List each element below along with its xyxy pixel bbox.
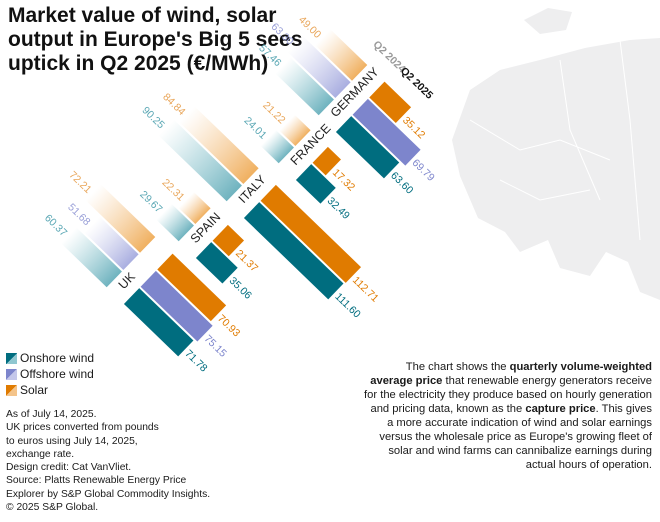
- bar-q2-2024-offshore-uk: [84, 216, 139, 271]
- bar-q2-2025-solar-spain: [212, 224, 245, 257]
- bar-q2-2024-solar-spain: [178, 191, 211, 225]
- legend-item-solar: Solar: [6, 382, 94, 398]
- desc-bold-term: quarterly volume-weighted average price: [370, 361, 652, 387]
- legend-item-offshore: Offshore wind: [6, 366, 94, 382]
- value-label-q2-2025: 111.60: [332, 291, 362, 321]
- bar-q2-2024-onshore-uk: [61, 227, 122, 288]
- bar-lane-solar-uk: 72.21 70.93: [66, 169, 242, 339]
- legend-swatch-onshore: [6, 352, 17, 364]
- note-line: Explorer by S&P Global Commodity Insight…: [6, 488, 211, 500]
- bar-q2-2025-onshore-italy: [243, 202, 344, 300]
- value-label-q2-2025: 35.06: [227, 275, 254, 302]
- bar-q2-2025-onshore-uk: [123, 288, 194, 357]
- bar-q2-2025-solar-italy: [260, 184, 362, 283]
- bar-q2-2024-solar-italy: [179, 106, 259, 185]
- value-label-q2-2025: 63.60: [388, 170, 415, 197]
- legend-label-offshore: Offshore wind: [20, 367, 94, 381]
- bar-q2-2024-onshore-spain: [156, 203, 194, 242]
- legend-swatch-offshore: [6, 368, 17, 380]
- legend: Onshore wind Offshore wind Solar: [6, 350, 94, 398]
- period-label-q2-2025: Q2 2025: [398, 65, 435, 102]
- bar-q2-2024-solar-france: [279, 114, 311, 147]
- value-label-q2-2025: 71.78: [182, 348, 209, 375]
- value-label-q2-2024: 49.00: [296, 14, 323, 41]
- value-label-q2-2024: 21.22: [260, 99, 287, 126]
- bar-q2-2025-onshore-germany: [335, 116, 400, 179]
- legend-label-solar: Solar: [20, 383, 49, 397]
- bar-q2-2025-offshore-germany: [352, 98, 421, 166]
- value-label-q2-2025: 112.71: [350, 274, 381, 305]
- chart-title: Market value of wind, solar output in Eu…: [8, 4, 303, 75]
- bar-q2-2024-onshore-france: [260, 129, 294, 164]
- desc-text: The chart shows the: [405, 361, 507, 373]
- bar-q2-2024-offshore-germany: [287, 36, 351, 99]
- value-label-q2-2025: 69.79: [410, 157, 437, 184]
- value-label-q2-2024: 57.46: [256, 42, 283, 69]
- note-line: to euros using July 14, 2025,: [6, 435, 138, 447]
- legend-item-onshore: Onshore wind: [6, 350, 94, 366]
- value-label-q2-2024: 72.21: [66, 169, 93, 196]
- note-line: As of July 14, 2025.: [6, 409, 97, 420]
- note-line: UK prices converted from pounds: [6, 422, 159, 434]
- note-line: © 2025 S&P Global.: [6, 502, 99, 514]
- desc-text: . This gives a more accurate indication …: [379, 403, 652, 471]
- bar-q2-2025-onshore-france: [295, 164, 336, 204]
- bar-q2-2024-onshore-italy: [158, 119, 242, 202]
- bar-q2-2025-solar-uk: [157, 253, 227, 322]
- bar-q2-2025-offshore-uk: [140, 270, 213, 342]
- note-line: exchange rate.: [6, 448, 75, 460]
- source-notes: As of July 14, 2025. UK prices converted…: [6, 408, 266, 514]
- value-label-q2-2024: 60.37: [42, 212, 69, 239]
- value-label-q2-2024: 84.84: [160, 91, 187, 118]
- value-label-q2-2024: 90.25: [140, 104, 167, 131]
- legend-swatch-solar: [6, 384, 17, 396]
- value-label-q2-2024: 51.68: [65, 201, 92, 228]
- note-line: Source: Platts Renewable Energy Price: [6, 475, 187, 487]
- note-line: Design credit: Cat VanVliet.: [6, 462, 132, 474]
- bar-q2-2024-solar-germany: [315, 29, 368, 81]
- value-label-q2-2024: 63.30: [269, 21, 296, 48]
- map-island: [524, 8, 572, 34]
- bar-q2-2024-solar-uk: [85, 184, 156, 253]
- map-landmass: [452, 38, 660, 300]
- value-label-q2-2025: 32.49: [325, 195, 352, 222]
- legend-label-onshore: Onshore wind: [20, 351, 95, 365]
- bar-q2-2024-onshore-germany: [275, 57, 334, 116]
- desc-bold-term: capture price: [525, 403, 596, 415]
- bar-q2-2025-onshore-spain: [195, 242, 238, 284]
- value-label-q2-2024: 29.67: [137, 189, 164, 216]
- desc-text: that renewable energy generators receive…: [364, 375, 652, 415]
- bar-q2-2025-solar-germany: [369, 81, 412, 124]
- value-label-q2-2024: 24.01: [242, 115, 269, 142]
- value-label-q2-2025: 70.93: [215, 312, 242, 339]
- map-borders: [469, 39, 641, 241]
- value-label-q2-2025: 21.37: [233, 248, 260, 275]
- bar-q2-2025-solar-france: [312, 146, 341, 176]
- chart-description: The chart shows the quarterly volume-wei…: [362, 360, 652, 472]
- value-label-q2-2025: 75.15: [202, 333, 229, 360]
- value-label-q2-2024: 22.31: [160, 177, 187, 204]
